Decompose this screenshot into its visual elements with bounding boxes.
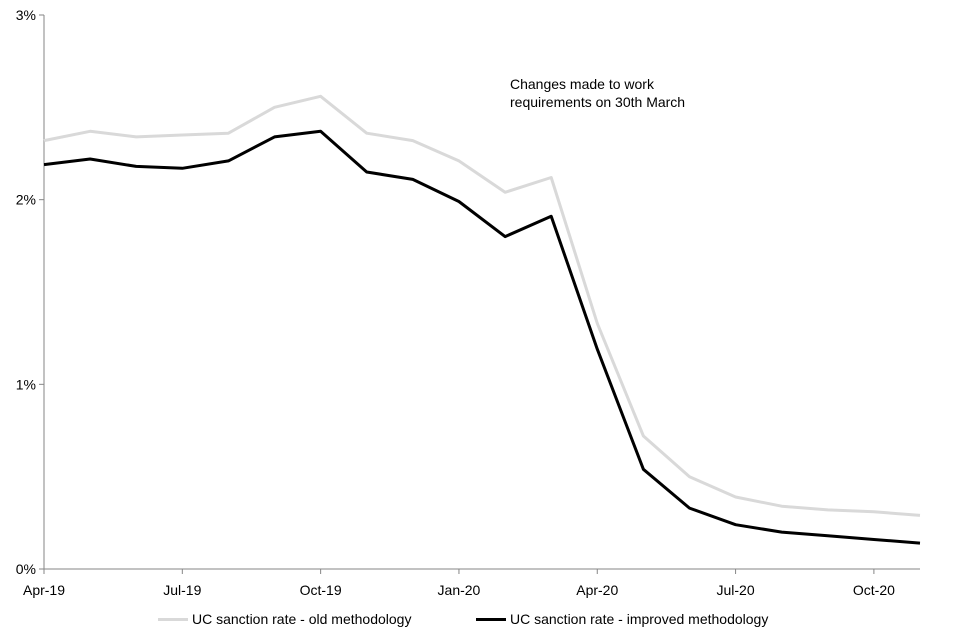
x-tick-label: Oct-19 [300,582,342,598]
legend-item-improved: UC sanction rate - improved methodology [476,604,768,634]
y-tick-label: 3% [16,7,36,23]
annotation-line-2: requirements on 30th March [510,94,685,110]
x-tick-label: Oct-20 [853,582,895,598]
x-tick-label: Jul-19 [163,582,201,598]
x-tick-label: Jan-20 [438,582,481,598]
legend-label-old: UC sanction rate - old methodology [192,611,412,627]
y-tick-label: 2% [16,192,36,208]
legend: UC sanction rate - old methodology UC sa… [0,604,960,634]
axes [39,14,920,574]
series-line-old [43,94,921,517]
legend-swatch-improved [476,617,506,621]
x-tick-label: Apr-19 [23,582,65,598]
legend-item-old: UC sanction rate - old methodology [158,604,411,634]
series-layer [43,94,921,545]
x-tick-label: Jul-20 [717,582,755,598]
series-line-improved [43,129,921,545]
chart-annotation: Changes made to work requirements on 30t… [510,76,685,110]
x-tick-label: Apr-20 [576,582,618,598]
legend-label-improved: UC sanction rate - improved methodology [510,611,769,627]
annotation-line-1: Changes made to work [510,76,655,92]
y-tick-label: 0% [16,561,36,577]
legend-swatch-old [158,617,188,621]
y-tick-label: 1% [16,376,36,392]
labels-layer: 0% 1% 2% 3% Apr-19 Jul-19 Oct-19 Jan-20 Apr-20 Ju… [16,7,895,598]
